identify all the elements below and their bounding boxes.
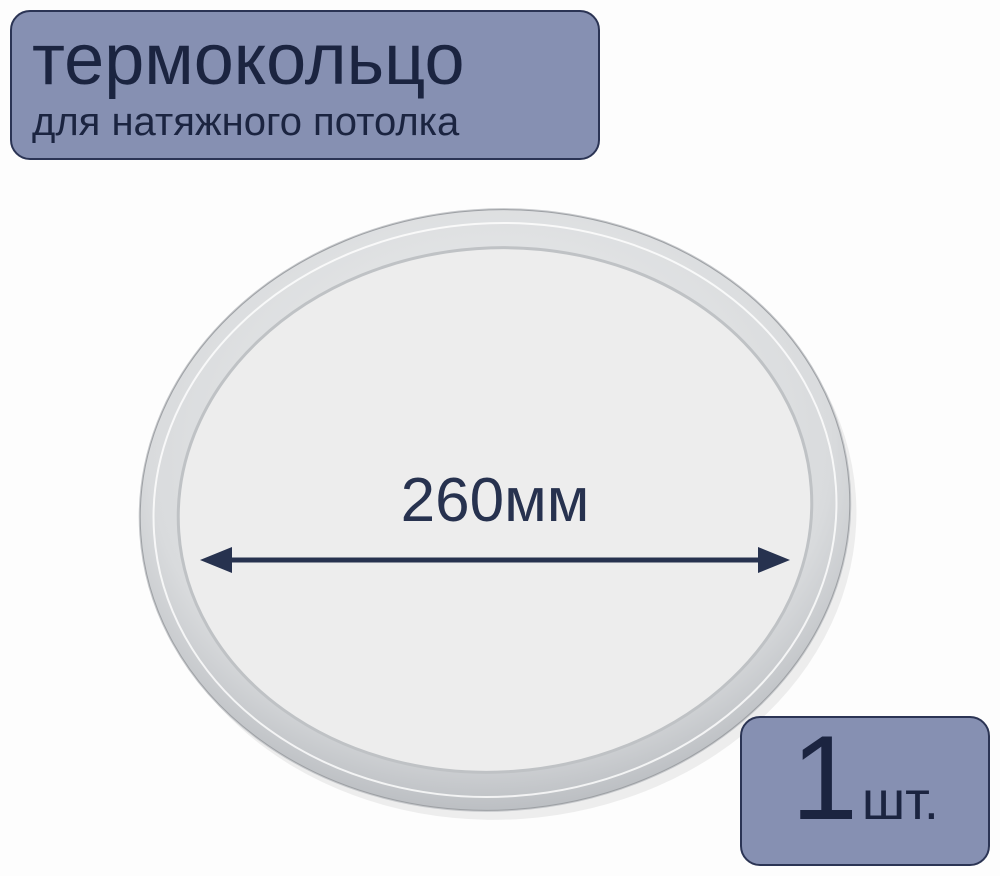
quantity-box: 1 шт. [740, 716, 990, 866]
quantity-number: 1 [791, 718, 858, 838]
product-subtitle: для натяжного потолка [32, 102, 459, 142]
dimension-text: 260мм [401, 465, 590, 536]
dimension-arrow [200, 544, 790, 576]
quantity-unit: шт. [862, 770, 939, 832]
product-title: термокольцо [32, 24, 465, 96]
dimension-group: 260мм [200, 465, 790, 576]
dimension-value: 260 [401, 466, 504, 535]
product-title-box: термокольцо для натяжного потолка [10, 10, 600, 160]
dimension-unit: мм [504, 466, 589, 535]
